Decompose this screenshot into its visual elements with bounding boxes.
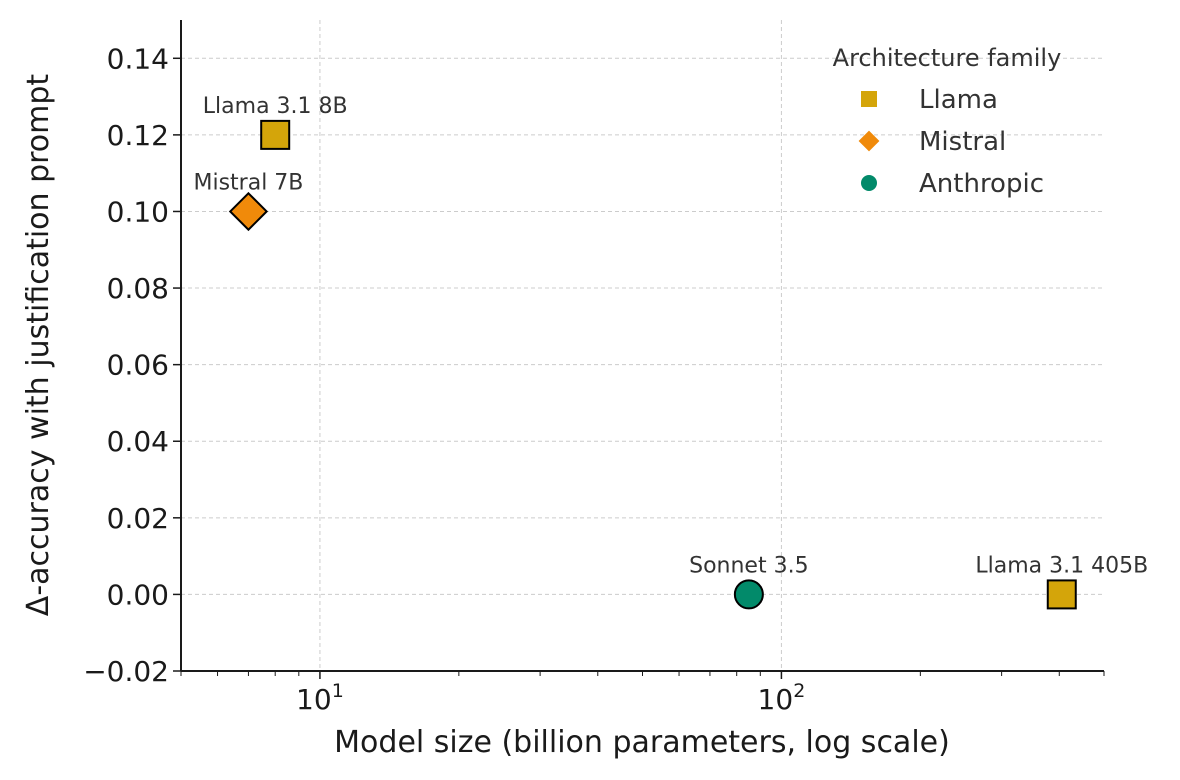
y-tick-label: 0.02 [107, 502, 169, 535]
legend: Architecture family Llama Mistral Anthropic [833, 44, 1062, 199]
legend-marker-llama [861, 91, 877, 107]
tick-labels: −0.020.000.020.040.060.080.100.120.14101… [83, 42, 805, 716]
x-tick-label: 101 [296, 680, 344, 716]
y-tick-label: 0.08 [107, 272, 169, 305]
point-label-mistral-7b: Mistral 7B [193, 170, 303, 195]
legend-label-llama: Llama [919, 85, 998, 115]
y-tick-label: 0.04 [107, 425, 169, 458]
point-label-sonnet-3-5: Sonnet 3.5 [689, 553, 808, 578]
point-labels: Llama 3.1 8B Mistral 7B Sonnet 3.5 Llama 3.… [193, 94, 1148, 579]
y-tick-label: 0.12 [107, 119, 169, 152]
x-tick-label-base: 10 [758, 683, 794, 716]
y-tick-label: −0.02 [83, 655, 169, 688]
legend-marker-anthropic [861, 175, 877, 191]
legend-label-mistral: Mistral [919, 127, 1006, 157]
legend-title: Architecture family [833, 44, 1062, 72]
y-tick-label: 0.14 [107, 42, 169, 75]
x-tick-label: 102 [758, 680, 806, 716]
point-sonnet-3-5 [733, 579, 764, 610]
x-tick-label-base: 10 [296, 683, 332, 716]
x-tick-label-exponent: 2 [793, 680, 805, 702]
y-tick-label: 0.10 [107, 195, 169, 228]
point-llama-3-1-8b [260, 119, 291, 150]
point-llama-3-1-405b [1046, 579, 1077, 610]
y-tick-label: 0.06 [107, 349, 169, 382]
data-points [228, 119, 1077, 610]
x-tick-label-exponent: 1 [332, 680, 344, 702]
point-label-llama-3-1-405b: Llama 3.1 405B [975, 553, 1148, 578]
x-axis-label: Model size (billion parameters, log scal… [334, 725, 950, 760]
grid-lines [181, 20, 1104, 672]
tick-marks [173, 57, 1105, 679]
y-tick-label: 0.00 [107, 578, 169, 611]
legend-marker-mistral [858, 130, 880, 152]
point-mistral-7b [228, 191, 269, 232]
y-axis-label: Δ-accuracy with justification prompt [21, 74, 56, 617]
legend-label-anthropic: Anthropic [919, 169, 1044, 199]
point-label-llama-3-1-8b: Llama 3.1 8B [203, 94, 348, 119]
